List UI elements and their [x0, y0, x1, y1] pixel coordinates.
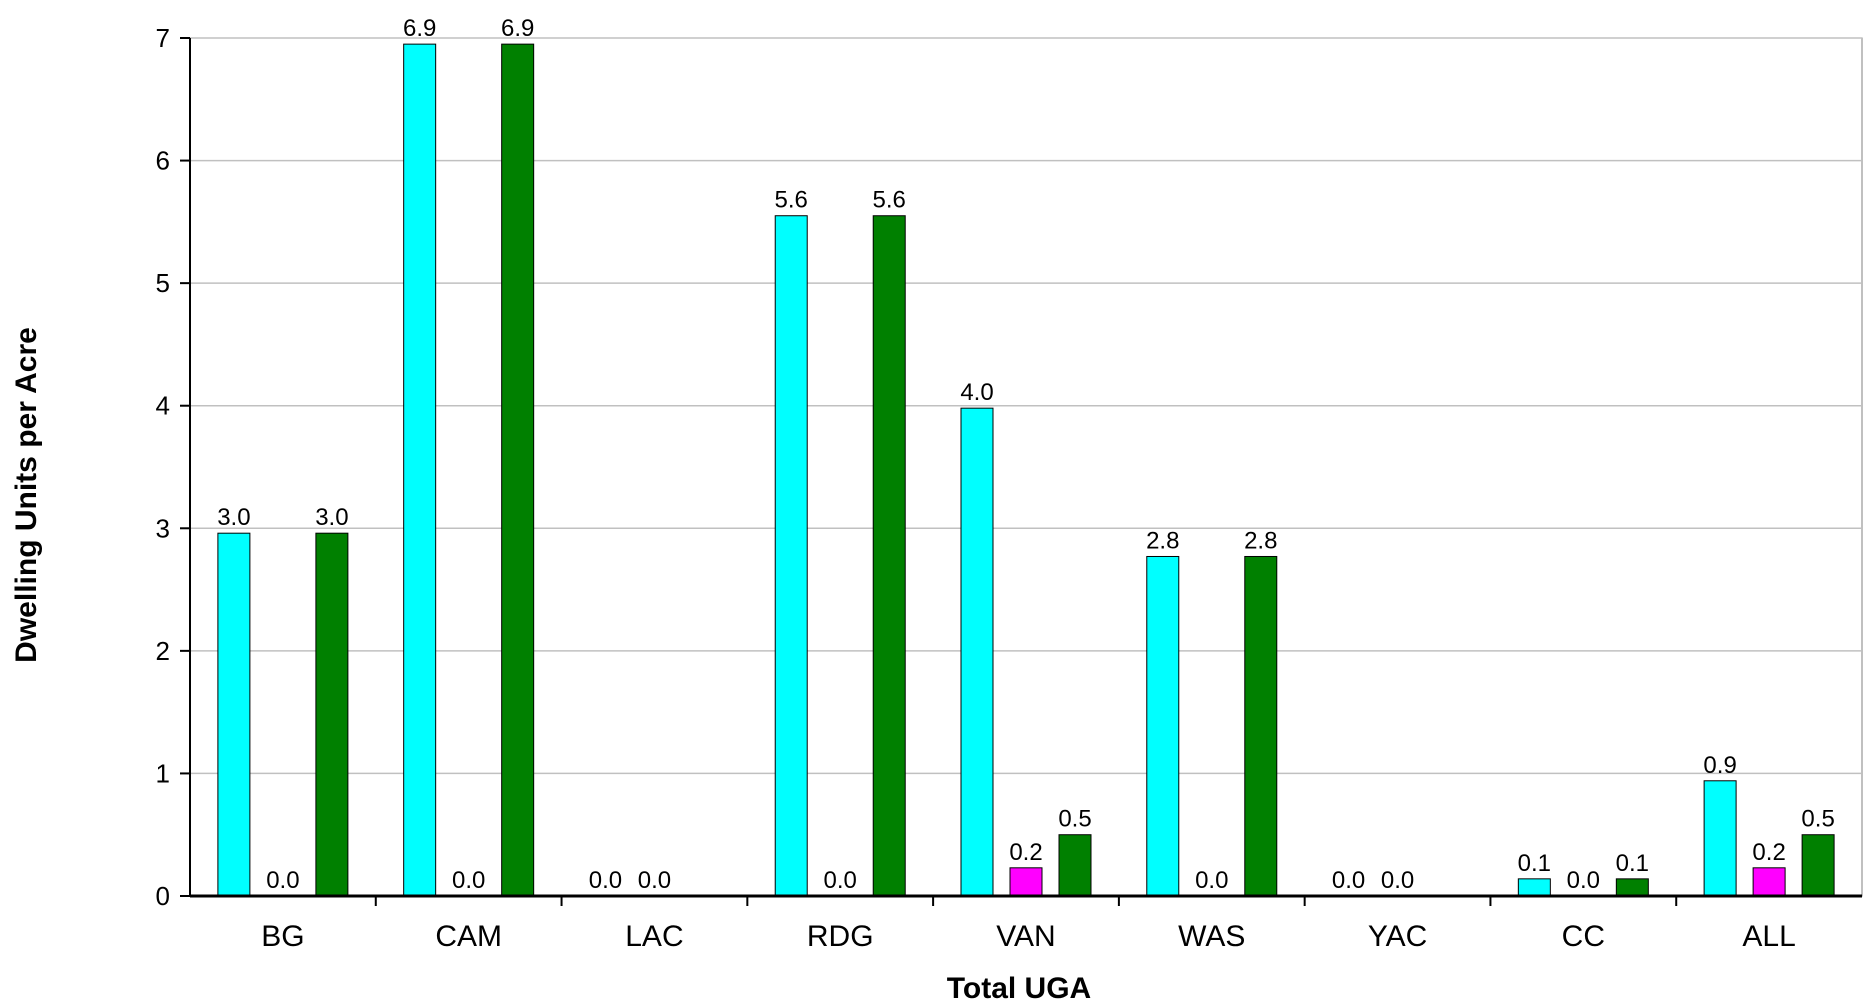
y-tick-label: 1	[156, 758, 170, 788]
data-label: 6.9	[403, 15, 436, 42]
bar	[1615, 878, 1649, 897]
data-label: 0.2	[1009, 839, 1042, 866]
data-label: 0.2	[1752, 839, 1785, 866]
data-label: 5.6	[775, 187, 808, 214]
data-label: 0.5	[1058, 806, 1091, 833]
bar	[872, 215, 906, 897]
data-label: 3.0	[315, 504, 348, 531]
data-label: 0.0	[638, 867, 671, 894]
x-category-labels: BG CAM LAC RDG VAN WAS YAC CC ALL	[261, 920, 1796, 953]
data-label: 0.0	[452, 867, 485, 894]
gridlines	[189, 37, 1863, 897]
data-label: 0.0	[1381, 867, 1414, 894]
data-label: 0.1	[1518, 850, 1551, 877]
data-label: 6.9	[501, 15, 534, 42]
data-label: 5.6	[873, 187, 906, 214]
y-tick-labels: 0 1 2 3 4 5 6 7	[156, 23, 170, 911]
data-label: 0.1	[1616, 850, 1649, 877]
x-category-label: BG	[261, 920, 304, 953]
x-category-label: RDG	[807, 920, 874, 953]
bar	[501, 43, 535, 897]
bar	[1058, 834, 1092, 897]
x-category-label: ALL	[1742, 920, 1795, 953]
data-label: 0.0	[1332, 867, 1365, 894]
bar	[1801, 834, 1835, 897]
x-category-label: LAC	[625, 920, 683, 953]
data-labels: 3.0 0.0 3.0 6.9 0.0 6.9 0.0 0.0 5.6 0.0 5.6 4.0 0.2 0…	[217, 15, 1835, 894]
bar	[1517, 878, 1551, 897]
bar	[1244, 555, 1278, 897]
data-label: 2.8	[1146, 527, 1179, 554]
bar	[315, 532, 349, 897]
y-tick-label: 5	[156, 268, 170, 298]
bars	[217, 43, 1835, 897]
y-axis-title: Dwelling Units per Acre	[10, 327, 43, 663]
bar	[1009, 867, 1043, 897]
data-label: 0.0	[1567, 867, 1600, 894]
y-tick-label: 7	[156, 23, 170, 53]
bar	[403, 43, 437, 897]
x-axis-title: Total UGA	[947, 972, 1091, 1004]
data-label: 0.0	[1195, 867, 1228, 894]
y-tick-label: 4	[156, 391, 170, 421]
data-label: 0.0	[266, 867, 299, 894]
data-label: 0.0	[589, 867, 622, 894]
data-label: 0.9	[1703, 752, 1736, 779]
y-tick-label: 2	[156, 636, 170, 666]
bar	[1703, 780, 1737, 897]
x-category-label: CAM	[435, 920, 502, 953]
data-label: 2.8	[1244, 527, 1277, 554]
data-label: 0.0	[824, 867, 857, 894]
bar	[1146, 555, 1180, 897]
x-category-label: CC	[1562, 920, 1605, 953]
plot-area-border	[189, 37, 1863, 897]
bar	[1752, 867, 1786, 897]
bar	[960, 407, 994, 897]
x-category-label: WAS	[1178, 920, 1245, 953]
bar	[774, 215, 808, 897]
y-tick-label: 0	[156, 881, 170, 911]
x-category-label: VAN	[996, 920, 1055, 953]
data-label: 3.0	[217, 504, 250, 531]
bar	[217, 532, 251, 897]
y-tick-label: 3	[156, 513, 170, 543]
data-label: 4.0	[960, 379, 993, 406]
x-category-label: YAC	[1368, 920, 1427, 953]
axes	[180, 37, 1862, 906]
y-tick-label: 6	[156, 146, 170, 176]
data-label: 0.5	[1801, 806, 1834, 833]
